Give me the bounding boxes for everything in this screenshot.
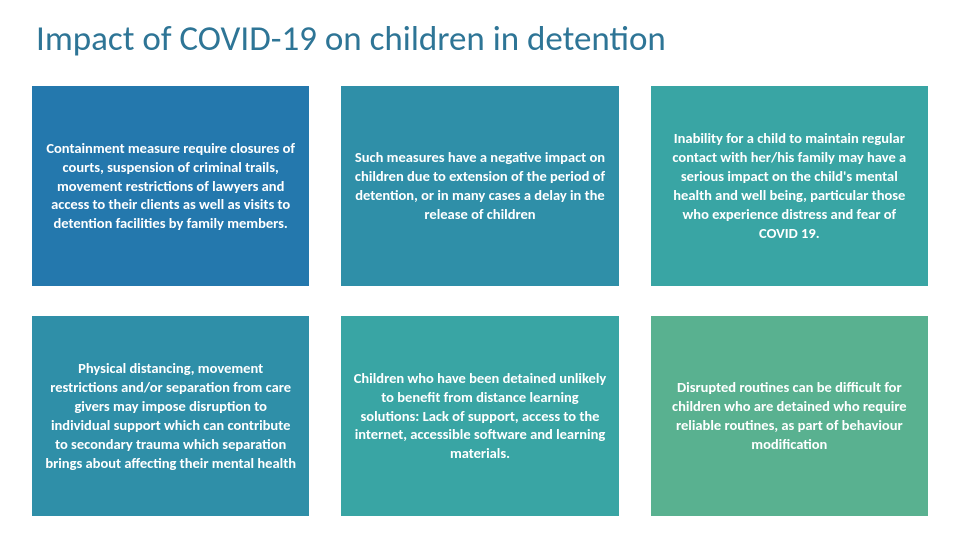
grid-cell: Disrupted routines can be difficult for … [651, 316, 928, 516]
slide-title: Impact of COVID-19 on children in detent… [36, 18, 930, 60]
grid-cell: Inability for a child to maintain regula… [651, 86, 928, 286]
grid-cell: Physical distancing, movement restrictio… [32, 316, 309, 516]
info-grid: Containment measure require closures of … [30, 86, 930, 516]
grid-cell: Containment measure require closures of … [32, 86, 309, 286]
grid-cell: Children who have been detained unlikely… [341, 316, 618, 516]
grid-cell: Such measures have a negative impact on … [341, 86, 618, 286]
slide: Impact of COVID-19 on children in detent… [0, 0, 960, 540]
